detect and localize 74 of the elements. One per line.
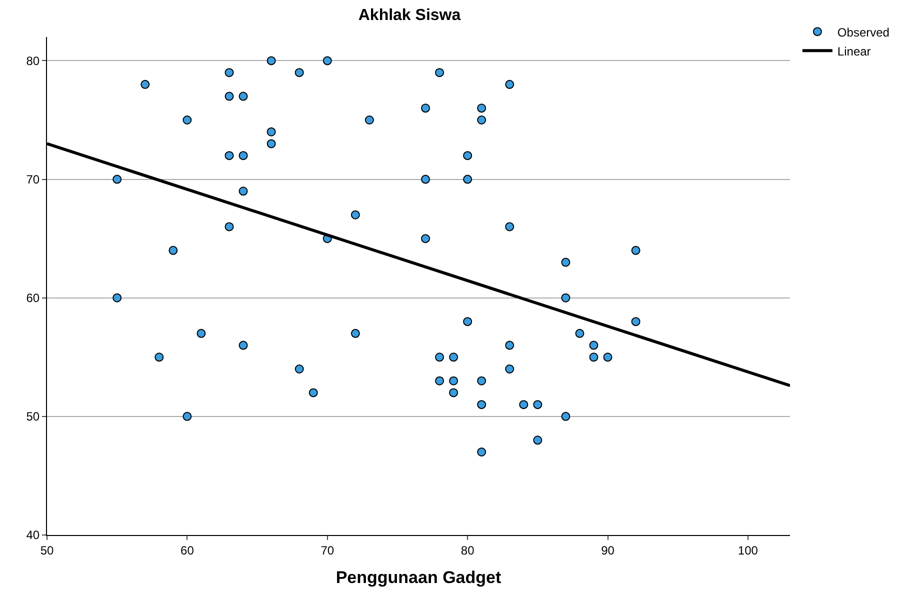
point xyxy=(533,400,542,410)
x-tick-label: 90 xyxy=(601,543,615,558)
point xyxy=(477,448,486,456)
chart-title: Akhlak Siswa xyxy=(358,7,461,24)
y-tick-label: 70 xyxy=(26,172,40,186)
x-tick-label: 60 xyxy=(180,543,194,558)
point xyxy=(435,376,444,386)
point xyxy=(322,56,332,66)
x-tick-label: 100 xyxy=(738,543,758,558)
y-tick-label: 60 xyxy=(26,291,40,306)
point xyxy=(589,352,598,362)
x-axis-title: Penggunaan Gadget xyxy=(336,568,502,587)
point xyxy=(561,293,570,302)
point xyxy=(589,340,598,350)
point xyxy=(533,436,542,445)
point xyxy=(463,317,472,326)
x-tick-label: 80 xyxy=(460,543,475,558)
point xyxy=(266,56,276,66)
point xyxy=(140,80,150,89)
point xyxy=(505,340,514,350)
point xyxy=(435,68,444,78)
point xyxy=(238,186,248,196)
point xyxy=(505,364,514,374)
point xyxy=(266,127,276,136)
point xyxy=(575,328,584,338)
point xyxy=(364,116,374,124)
point xyxy=(224,222,234,232)
point xyxy=(112,293,122,302)
point xyxy=(266,139,276,148)
point xyxy=(224,68,234,78)
point xyxy=(631,317,640,326)
point xyxy=(182,116,192,124)
point xyxy=(519,400,528,410)
point xyxy=(505,80,514,89)
point xyxy=(308,388,318,398)
point xyxy=(238,340,248,350)
point xyxy=(182,412,192,421)
point xyxy=(154,352,164,362)
point xyxy=(449,376,458,386)
y-tick-label: 50 xyxy=(26,410,40,424)
point xyxy=(435,352,444,362)
x-tick-label: 70 xyxy=(320,543,334,558)
point xyxy=(477,376,486,386)
y-tick-label: 80 xyxy=(26,54,40,68)
point xyxy=(449,352,458,362)
legend-label: Observed xyxy=(837,25,890,40)
point xyxy=(449,388,458,398)
point xyxy=(477,104,486,113)
y-tick-label: 40 xyxy=(26,528,40,542)
point xyxy=(421,174,430,184)
point xyxy=(477,116,486,124)
point xyxy=(561,412,570,421)
point xyxy=(463,174,472,184)
point xyxy=(505,222,514,232)
point xyxy=(350,328,360,338)
point xyxy=(421,104,430,113)
x-tick-label: 50 xyxy=(40,543,54,558)
point xyxy=(477,400,486,410)
point xyxy=(294,68,304,78)
point xyxy=(224,92,234,101)
point xyxy=(603,352,612,362)
point xyxy=(196,328,206,338)
legend-label: Linear xyxy=(837,44,871,58)
point xyxy=(238,92,248,101)
point xyxy=(238,151,248,160)
point xyxy=(350,210,360,220)
point xyxy=(631,246,640,255)
point xyxy=(112,174,122,184)
point xyxy=(224,151,234,160)
point xyxy=(421,234,430,244)
point xyxy=(561,258,570,267)
point xyxy=(463,151,472,160)
point xyxy=(168,246,178,255)
point xyxy=(294,364,304,374)
